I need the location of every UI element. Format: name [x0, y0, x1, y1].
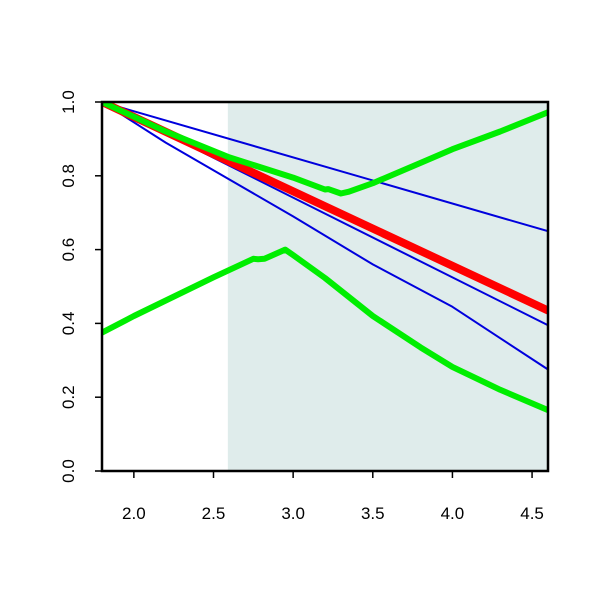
y-tick-label: 0.4 [59, 312, 78, 336]
x-tick-label: 3.0 [281, 504, 305, 523]
y-tick-label: 0.0 [59, 459, 78, 483]
x-axis: 2.0 2.5 3.0 3.5 4.0 4.5 [122, 471, 544, 523]
y-tick-label: 1.0 [59, 90, 78, 114]
y-tick-label: 0.8 [59, 164, 78, 188]
series-line-6 [102, 246, 548, 414]
series-line-1 [102, 102, 548, 233]
x-tick-label: 2.5 [202, 504, 226, 523]
plot-area-border [100, 100, 550, 473]
x-tick-label: 4.5 [520, 504, 544, 523]
x-tick-label: 4.0 [441, 504, 465, 523]
series-line-3 [102, 102, 548, 371]
y-tick-label: 0.2 [59, 385, 78, 409]
series-line-5 [102, 102, 548, 197]
y-tick-label: 0.6 [59, 238, 78, 262]
y-axis: 0.0 0.2 0.4 0.6 0.8 1.0 [59, 90, 102, 483]
x-tick-label: 3.5 [361, 504, 385, 523]
x-tick-label: 2.0 [122, 504, 146, 523]
series-layer [102, 102, 548, 414]
